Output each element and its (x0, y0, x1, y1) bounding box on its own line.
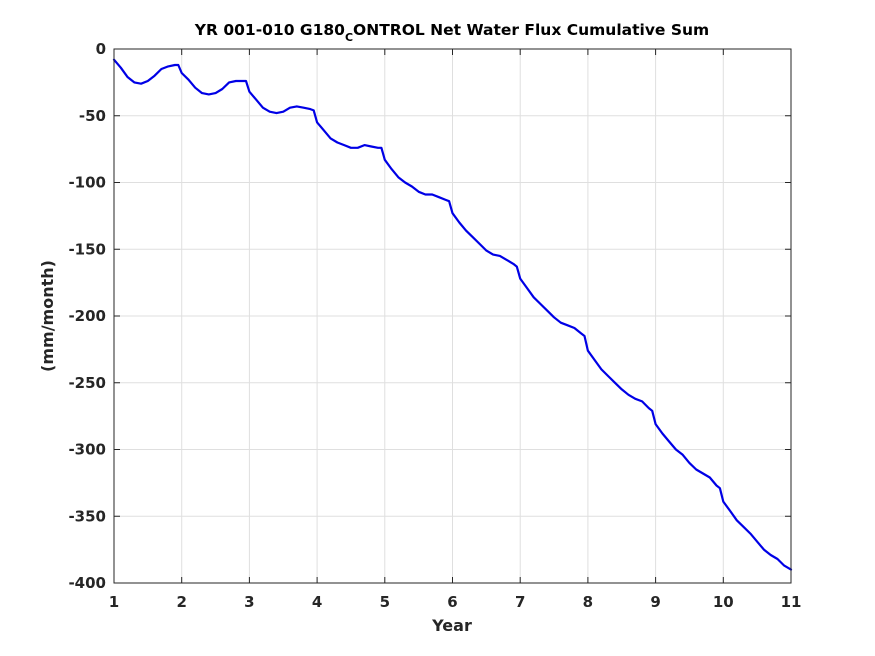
series-line (112, 58, 793, 571)
y-axis-label: (mm/month) (38, 260, 57, 372)
x-tick-label: 1 (109, 593, 119, 611)
chart-title-main: YR 001-010 G180 (194, 21, 345, 39)
x-tick-label: 7 (515, 593, 525, 611)
x-tick-label: 6 (447, 593, 457, 611)
x-tick-label: 10 (713, 593, 734, 611)
series-layer (112, 58, 793, 571)
y-tick-labels: 0 -50 -100 -150 -200 -250 -300 -350 -400 (68, 40, 106, 592)
chart-title-subscript: C (345, 31, 353, 44)
x-tick-label: 9 (650, 593, 660, 611)
x-tick-label: 8 (583, 593, 593, 611)
y-tick-label: -350 (68, 507, 106, 525)
y-tick-label: -150 (68, 240, 106, 258)
x-tick-label: 5 (380, 593, 390, 611)
x-tick-label: 3 (244, 593, 254, 611)
x-tick-labels: 1 2 3 4 5 6 7 8 9 10 11 (109, 593, 802, 611)
y-tick-label: -100 (68, 174, 106, 192)
x-tick-label: 11 (781, 593, 802, 611)
x-tick-label: 2 (176, 593, 186, 611)
y-tick-label: -300 (68, 441, 106, 459)
y-tick-label: 0 (96, 40, 106, 58)
chart-title-rest: ONTROL Net Water Flux Cumulative Sum (353, 21, 709, 39)
y-tick-label: -400 (68, 574, 106, 592)
chart-title: YR 001-010 G180CONTROL Net Water Flux Cu… (194, 21, 709, 44)
y-tick-label: -200 (68, 307, 106, 325)
x-axis-label: Year (431, 616, 472, 635)
tick-marks (113, 48, 792, 584)
x-tick-label: 4 (312, 593, 322, 611)
y-tick-label: -50 (79, 107, 106, 125)
y-tick-label: -250 (68, 374, 106, 392)
